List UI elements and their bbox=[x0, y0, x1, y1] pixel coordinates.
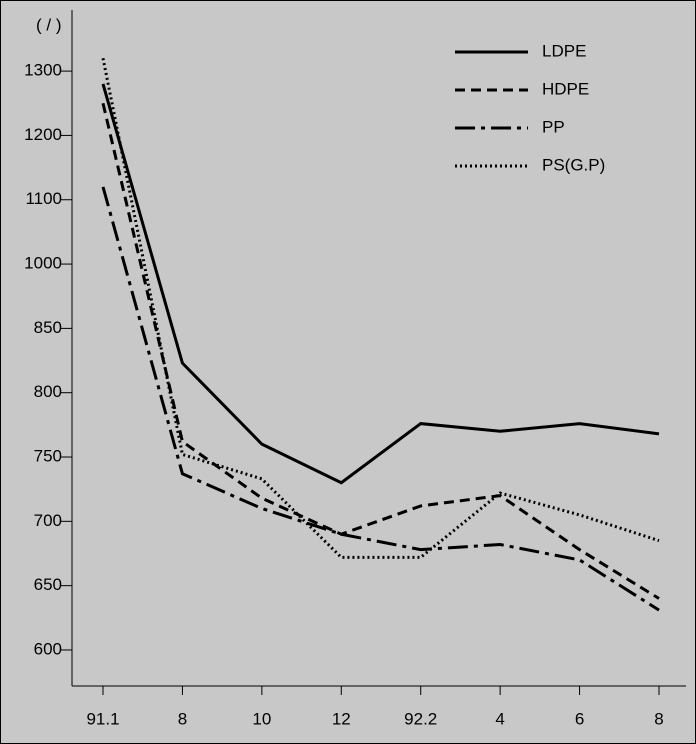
y-tick-label: 650 bbox=[34, 575, 62, 594]
x-tick-label: 10 bbox=[252, 709, 271, 728]
y-tick-label: 600 bbox=[34, 639, 62, 658]
y-tick-label: 1100 bbox=[25, 189, 62, 208]
y-tick-label: 700 bbox=[34, 511, 62, 530]
y-tick-label: 1000 bbox=[24, 254, 62, 273]
y-axis-label: ( / ) bbox=[36, 15, 62, 34]
y-tick-label: 1200 bbox=[24, 125, 62, 144]
legend-label: PP bbox=[542, 117, 565, 136]
y-tick-label: 750 bbox=[34, 447, 62, 466]
legend-label: LDPE bbox=[542, 41, 586, 60]
legend-label: HDPE bbox=[542, 79, 589, 98]
x-tick-label: 6 bbox=[575, 709, 584, 728]
y-tick-label: 1300 bbox=[24, 61, 62, 80]
series-line bbox=[101, 186, 660, 612]
x-tick-label: 8 bbox=[178, 709, 187, 728]
series-line bbox=[101, 83, 660, 485]
x-tick-label: 8 bbox=[654, 709, 663, 728]
x-tick-label: 91.1 bbox=[86, 709, 119, 728]
y-tick-label: 800 bbox=[34, 382, 62, 401]
y-tick-label: 850 bbox=[34, 318, 62, 337]
x-tick-label: 4 bbox=[495, 709, 504, 728]
x-tick-label: 92.2 bbox=[404, 709, 437, 728]
series-line bbox=[101, 102, 660, 600]
x-tick-label: 12 bbox=[332, 709, 351, 728]
legend-label: PS(G.P) bbox=[542, 155, 605, 174]
